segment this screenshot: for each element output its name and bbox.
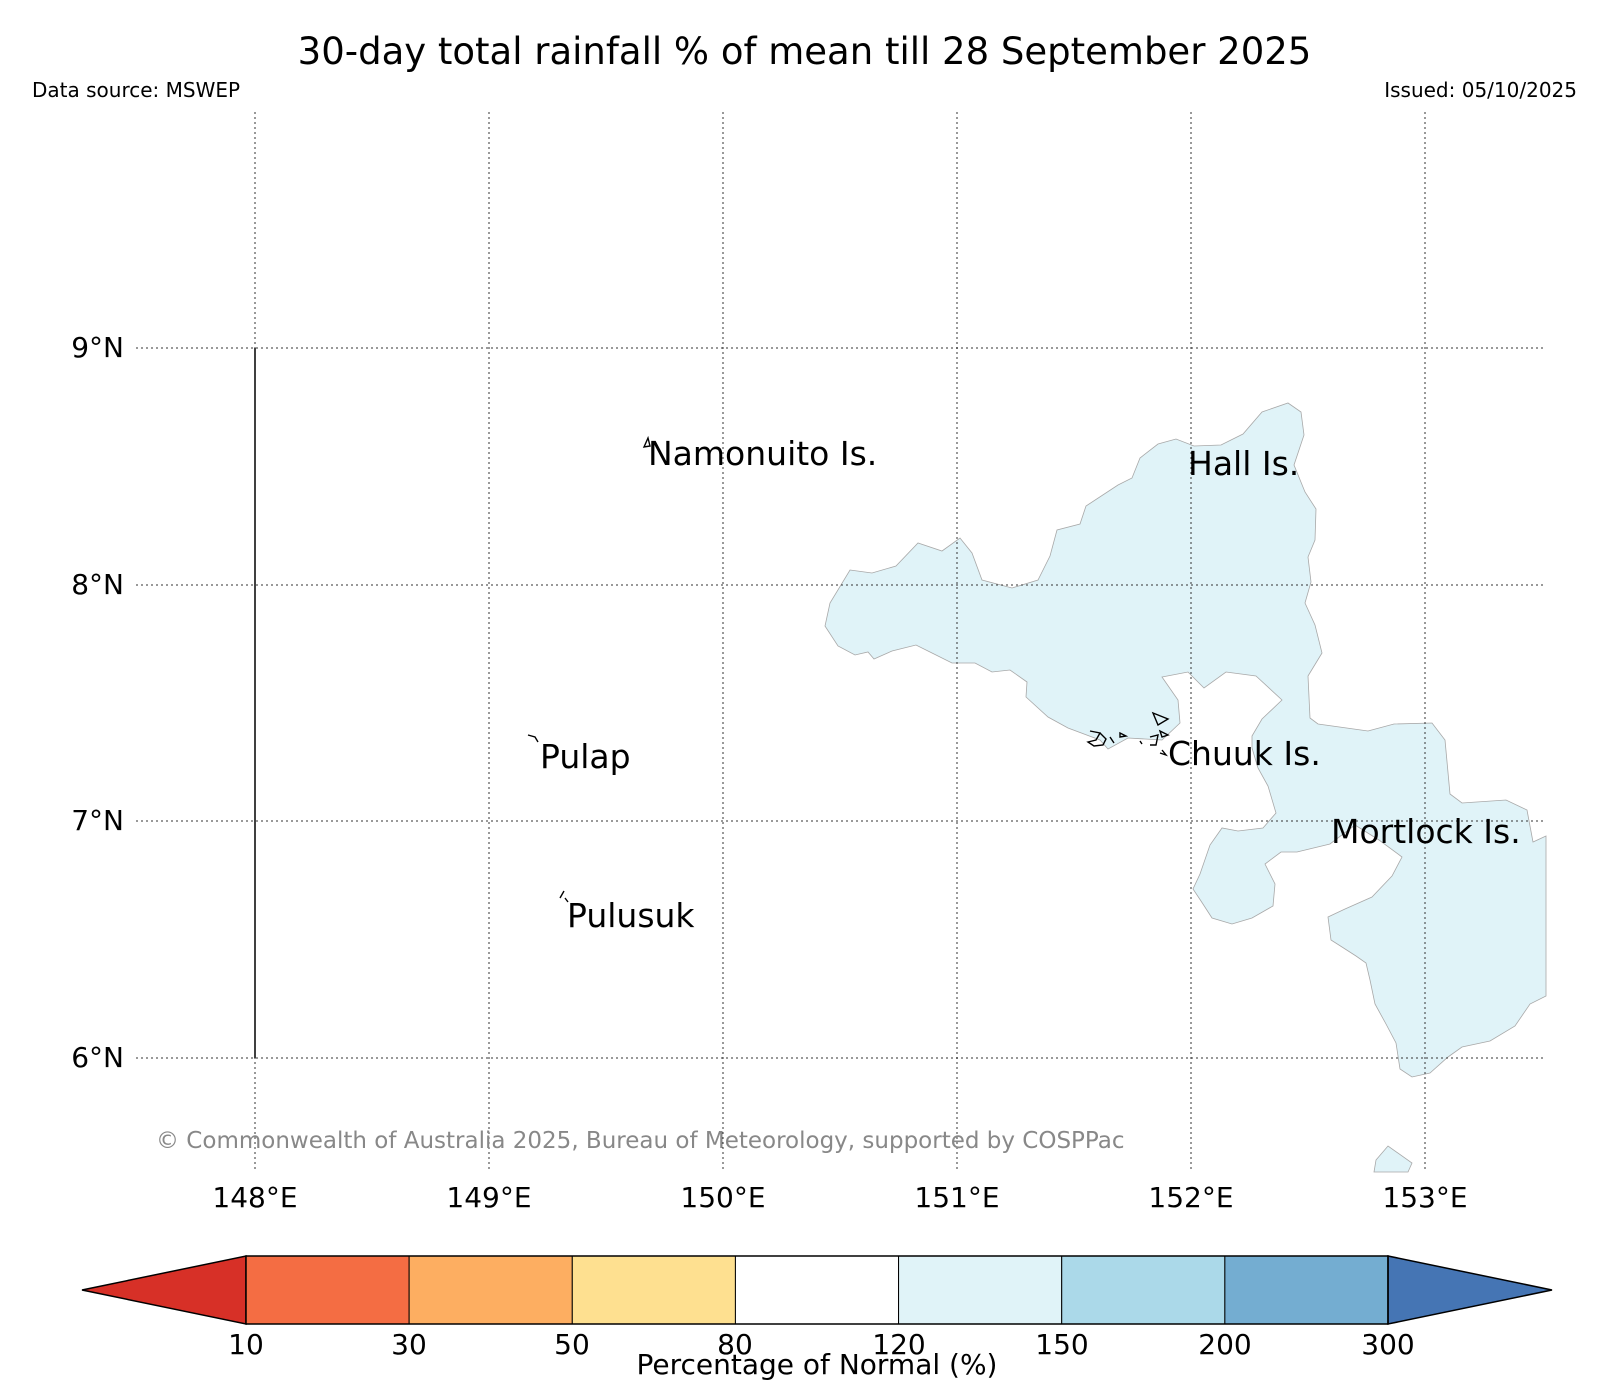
lat-label-8n: 8°N — [71, 568, 124, 601]
lat-label-7n: 7°N — [71, 804, 124, 837]
colorbar-segment-1 — [408, 1255, 573, 1325]
pulusuk-island-shape — [559, 890, 569, 903]
copyright-notice: © Commonwealth of Australia 2025, Bureau… — [156, 1128, 1125, 1154]
colorbar-label: Percentage of Normal (%) — [637, 1348, 998, 1380]
namonuito-island-shape — [642, 435, 651, 448]
chuuk-island-shape-2 — [1086, 730, 1107, 747]
lon-label-151e: 151°E — [914, 1181, 999, 1214]
data-source-label: Data source: MSWEP — [32, 78, 241, 102]
chuuk-island-shape-5 — [1158, 729, 1170, 738]
lon-label-153e: 153°E — [1382, 1181, 1467, 1214]
colorbar-ticks: 10 30 50 80 120 150 200 300 — [228, 1328, 1415, 1361]
colorbar-segment-3 — [734, 1255, 900, 1325]
place-label-chuuk: Chuuk Is. — [1168, 734, 1321, 773]
colorbar: 10 30 50 80 120 150 200 300 Percentage o… — [81, 1255, 1553, 1380]
colorbar-tick-150: 150 — [1035, 1328, 1088, 1361]
lon-label-149e: 149°E — [446, 1181, 531, 1214]
colorbar-tick-50: 50 — [554, 1328, 590, 1361]
lon-label-152e: 152°E — [1148, 1181, 1233, 1214]
colorbar-frame — [245, 1255, 1389, 1325]
colorbar-segment-6 — [1224, 1255, 1389, 1325]
chuuk-island-shape-6 — [1109, 736, 1115, 744]
colorbar-tick-300: 300 — [1361, 1328, 1414, 1361]
place-labels: Namonuito Is. Hall Is. Pulap Chuuk Is. M… — [540, 434, 1521, 935]
lon-label-148e: 148°E — [212, 1181, 297, 1214]
colorbar-under-arrow — [81, 1255, 247, 1325]
rainfall-region-120-150-south — [1373, 1145, 1413, 1173]
colorbar-segment-2 — [571, 1255, 736, 1325]
chuuk-island-shape-1 — [1151, 711, 1170, 727]
chuuk-island-shape-7 — [1139, 740, 1143, 745]
colorbar-segment-4 — [898, 1255, 1063, 1325]
island-outlines — [527, 435, 1170, 903]
chuuk-island-shape-3 — [1119, 731, 1129, 738]
colorbar-tick-10: 10 — [228, 1328, 264, 1361]
colorbar-over-arrow — [1387, 1255, 1553, 1325]
colorbar-segment-5 — [1061, 1255, 1226, 1325]
longitude-labels: 148°E 149°E 150°E 151°E 152°E 153°E — [212, 1181, 1467, 1214]
place-label-pulusuk: Pulusuk — [567, 896, 695, 935]
pulap-island-shape — [527, 734, 539, 743]
colorbar-tick-30: 30 — [391, 1328, 427, 1361]
lat-label-6n: 6°N — [71, 1041, 124, 1074]
colorbar-tick-120: 120 — [872, 1328, 925, 1361]
place-label-pulap: Pulap — [540, 737, 631, 776]
issued-date-label: Issued: 05/10/2025 — [1384, 78, 1577, 102]
colorbar-segments — [245, 1255, 1389, 1325]
colorbar-tick-200: 200 — [1198, 1328, 1251, 1361]
rainfall-region-120-150 — [824, 402, 1547, 1078]
latitude-labels: 9°N 8°N 7°N 6°N — [71, 331, 124, 1074]
map-title: 30-day total rainfall % of mean till 28 … — [297, 30, 1312, 73]
chuuk-island-shape-4 — [1149, 734, 1159, 746]
chuuk-island-shape-8 — [1159, 749, 1169, 757]
colorbar-segment-0 — [245, 1255, 410, 1325]
lon-label-150e: 150°E — [680, 1181, 765, 1214]
lat-label-9n: 9°N — [71, 331, 124, 364]
place-label-hall: Hall Is. — [1188, 444, 1299, 483]
colorbar-tick-80: 80 — [717, 1328, 753, 1361]
place-label-namonuito: Namonuito Is. — [648, 434, 877, 473]
place-label-mortlock: Mortlock Is. — [1331, 812, 1521, 851]
